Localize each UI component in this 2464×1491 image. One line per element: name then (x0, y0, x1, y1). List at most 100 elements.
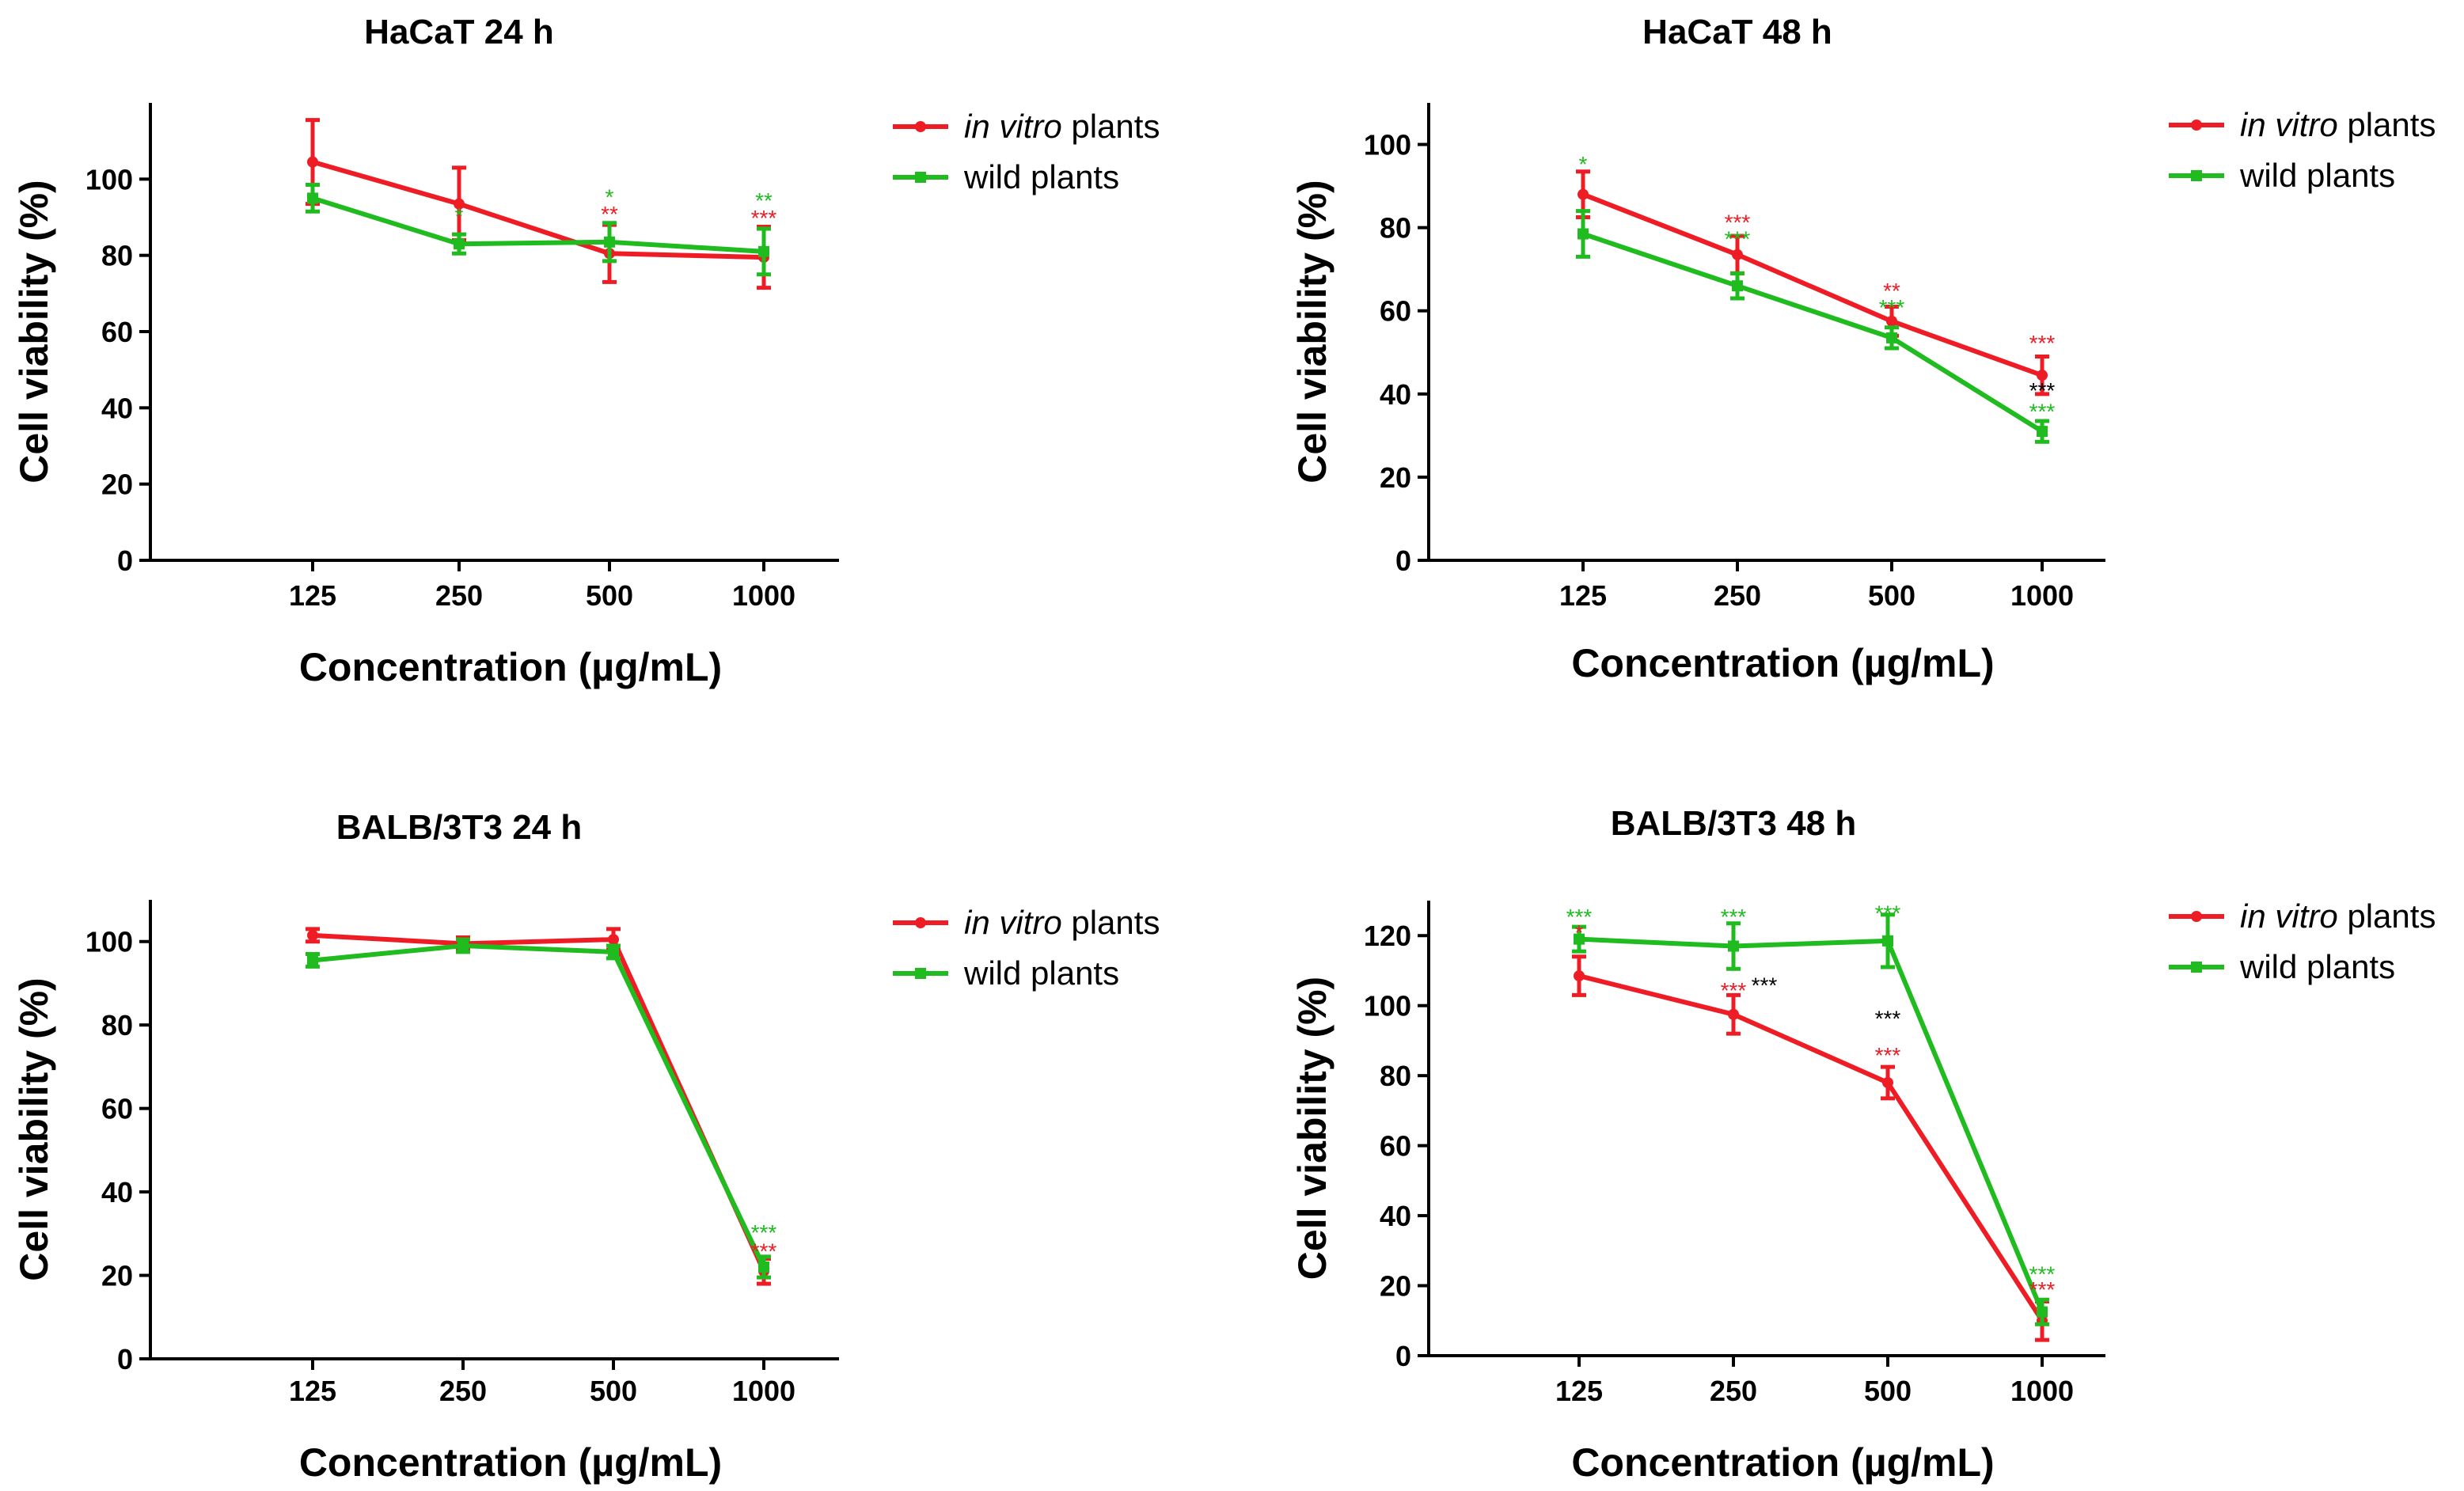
x-tick-label: 500 (590, 1375, 637, 1407)
x-axis-label: Concentration (µg/mL) (1571, 1440, 1994, 1485)
significance-mark: *** (2029, 1261, 2056, 1286)
x-tick-label: 1000 (2010, 1375, 2074, 1407)
x-tick-label: 500 (586, 579, 633, 612)
data-point (307, 192, 318, 204)
legend-marker-wild (915, 172, 926, 183)
significance-mark: *** (2029, 399, 2056, 423)
significance-mark: ** (1883, 279, 1900, 303)
x-tick-label: 1000 (732, 579, 795, 612)
y-tick-label: 20 (101, 1260, 133, 1292)
y-tick-label: 60 (101, 1093, 133, 1125)
legend-label-in-vitro: in vitro plants (964, 108, 1160, 145)
chart-panel-1: HaCaT 24 h 0 20 40 60 80 100 125 250 500 1000 Conce… (12, 13, 1160, 689)
chart-title: BALB/3T3 24 h (336, 808, 583, 847)
x-tick-label: 250 (1714, 579, 1761, 612)
legend-label-in-vitro: in vitro plants (964, 904, 1160, 941)
significance-mark: *** (1875, 1006, 1901, 1030)
significance-mark: ** (755, 188, 773, 213)
data-point (2037, 1306, 2048, 1318)
series-line-in-vitro (1578, 973, 2044, 1322)
legend: in vitro plants wild plants (2169, 897, 2436, 985)
significance-mark: *** (1875, 901, 1901, 926)
significance-mark: *** (1721, 978, 1747, 1003)
y-tick-label: 100 (1364, 990, 1411, 1022)
data-point (1577, 228, 1589, 240)
y-tick-label: 40 (1380, 1200, 1411, 1232)
y-tick-label: 40 (1380, 378, 1411, 411)
data-point (454, 238, 465, 250)
x-axis-label: Concentration (µg/mL) (1571, 641, 1994, 685)
data-point (307, 929, 318, 941)
y-tick-label: 20 (101, 469, 133, 501)
x-tick-label: 1000 (732, 1375, 795, 1407)
legend-label-wild: wild plants (963, 954, 1119, 992)
series-line-in-vitro (312, 159, 765, 260)
series-line-wild (1582, 231, 2044, 434)
significance-mark: *** (1752, 973, 1778, 997)
data-point (1577, 188, 1589, 200)
legend-label-wild: wild plants (2239, 157, 2395, 194)
y-tick-label: 60 (1380, 295, 1411, 328)
y-axis-label: Cell viability (%) (12, 180, 56, 483)
chart-title: HaCaT 24 h (364, 13, 554, 51)
y-tick-label: 80 (101, 1009, 133, 1041)
significance-mark: *** (1721, 905, 1747, 929)
y-tick-label: 80 (1380, 1060, 1411, 1092)
data-point (2037, 426, 2048, 438)
series-line-in-vitro (312, 932, 766, 1273)
data-point (1882, 1077, 1893, 1088)
data-point (1728, 940, 1739, 952)
significance-mark: *** (1879, 295, 1905, 320)
legend-marker-wild (2191, 962, 2202, 973)
legend-marker-in-vitro (2191, 911, 2202, 922)
x-tick-label: 250 (1710, 1375, 1757, 1407)
y-axis-label: Cell viability (%) (1290, 180, 1335, 483)
significance-mark: *** (1875, 1043, 1901, 1068)
data-point (2037, 370, 2048, 381)
significance-mark: *** (751, 1239, 777, 1264)
chart-panel-3: BALB/3T3 24 h 0 20 40 60 80 100 125 250 500 1000 Co… (12, 808, 1160, 1485)
x-tick-label: 125 (289, 579, 336, 612)
data-point (1882, 935, 1893, 947)
data-point (1728, 1008, 1739, 1020)
data-point (1574, 970, 1585, 982)
data-point (307, 954, 318, 966)
y-axis-label: Cell viability (%) (1290, 977, 1335, 1280)
significance-mark: *** (2029, 331, 2056, 355)
x-tick-label: 125 (289, 1375, 336, 1407)
chart-panel-4: BALB/3T3 48 h 0 20 40 60 80 100 120 125 250 500 100… (1290, 804, 2436, 1485)
significance-mark: *** (2029, 1277, 2056, 1302)
chart-title: HaCaT 48 h (1642, 13, 1832, 51)
x-tick-label: 1000 (2010, 579, 2074, 612)
significance-mark: *** (1725, 210, 1751, 234)
legend-label-in-vitro: in vitro plants (2240, 106, 2436, 143)
legend-marker-wild (2191, 170, 2202, 181)
x-tick-label: 500 (1864, 1375, 1912, 1407)
y-tick-label: 120 (1364, 920, 1411, 952)
significance-mark: *** (2029, 378, 2056, 403)
y-tick-label: 0 (1395, 1340, 1411, 1372)
x-tick-label: 250 (439, 1375, 487, 1407)
significance-mark: * (606, 184, 614, 209)
y-tick-label: 100 (85, 163, 133, 195)
y-tick-label: 80 (1380, 212, 1411, 245)
y-tick-label: 80 (101, 240, 133, 272)
legend: in vitro plants wild plants (2169, 106, 2436, 194)
data-point (1886, 315, 1897, 327)
significance-mark: * (1575, 920, 1584, 945)
data-point (1886, 332, 1897, 343)
x-tick-label: 125 (1555, 1375, 1603, 1407)
x-axis-label: Concentration (µg/mL) (299, 645, 722, 689)
legend: in vitro plants wild plants (893, 904, 1160, 992)
data-point (604, 236, 615, 248)
significance-mark: *** (751, 206, 777, 230)
data-point (758, 245, 769, 257)
significance-mark: *** (751, 1220, 777, 1245)
series-line-in-vitro (1581, 192, 2044, 377)
chart-panel-2: HaCaT 48 h 0 20 40 60 80 100 125 250 500 1000 Conce… (1290, 13, 2436, 685)
y-tick-label: 60 (1380, 1130, 1411, 1163)
series-line-wild (312, 195, 765, 254)
legend-label-wild: wild plants (963, 158, 1119, 195)
y-tick-label: 0 (117, 544, 133, 577)
significance-mark: * (455, 204, 464, 229)
